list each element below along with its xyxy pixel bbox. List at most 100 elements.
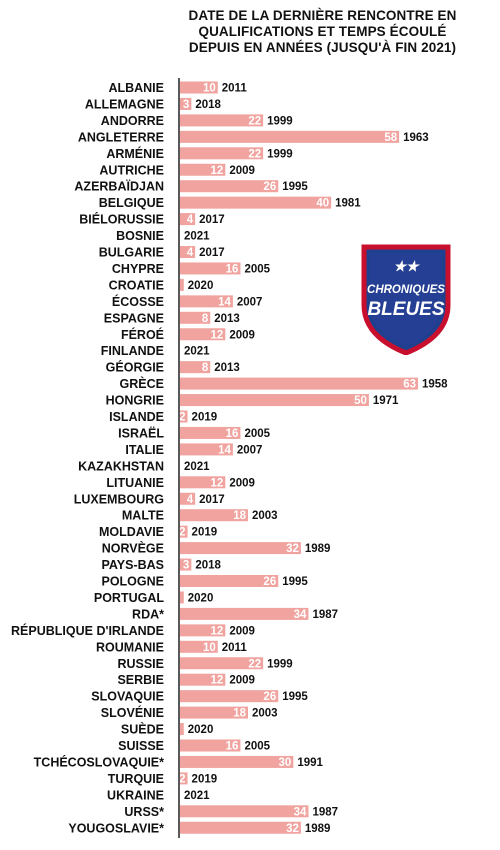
value-label-pays-bas: 3 (183, 560, 189, 572)
value-label-belgique: 40 (316, 198, 329, 210)
bar-georgie (180, 361, 211, 374)
title-line-3: DEPUIS EN ANNÉES (JUSQU'À FIN 2021) (188, 40, 457, 55)
year-label-islande: 2019 (192, 412, 218, 424)
category-label-andorre: ANDORRE (101, 114, 164, 128)
category-label-kazakhstan: KAZAKHSTAN (78, 459, 164, 473)
bar-pologne (180, 575, 279, 587)
year-label-belgique: 1981 (335, 198, 361, 210)
bar-armenie (180, 147, 264, 160)
value-label-autriche: 12 (211, 165, 224, 177)
category-label-azerbaidjan: AZERBAÏDJAN (74, 179, 164, 194)
bar-bielorussie (180, 213, 196, 226)
category-label-rda: RDA* (132, 607, 164, 621)
category-label-islande: ISLANDE (109, 410, 164, 424)
bar-italie (180, 443, 233, 456)
value-label-roumanie: 10 (203, 642, 216, 654)
category-label-pologne: POLOGNE (101, 575, 164, 589)
bar-chypre (180, 262, 241, 275)
value-label-bulgarie: 4 (187, 247, 194, 259)
year-label-tchecoslovaquie: 1991 (297, 757, 323, 769)
year-label-chypre: 2005 (244, 263, 270, 275)
year-label-roumanie: 2011 (222, 642, 248, 654)
bar-russie (180, 657, 264, 670)
category-label-georgie: GÉORGIE (106, 360, 164, 375)
chart-title: DATE DE LA DERNIÈRE RENCONTRE EN QUALIFI… (150, 8, 495, 56)
bar-tchecoslovaquie (180, 755, 294, 768)
category-label-malte: MALTE (122, 509, 164, 523)
value-label-armenie: 22 (248, 148, 261, 160)
year-label-norvege: 1989 (305, 543, 331, 555)
bar-autriche (180, 163, 226, 176)
logo-text-line-1: CHRONIQUES (367, 284, 445, 296)
year-label-malte: 2003 (252, 510, 278, 522)
bar-serbie (180, 673, 226, 686)
bar-espagne (180, 311, 211, 324)
category-label-ukraine: UKRAINE (107, 788, 164, 802)
year-label-portugal: 2020 (188, 592, 214, 604)
year-label-espagne: 2013 (214, 313, 240, 325)
year-label-suede: 2020 (188, 724, 214, 736)
value-label-feroe: 12 (211, 329, 224, 341)
year-label-hongrie: 1971 (373, 395, 399, 407)
category-label-republique-d-irlande: RÉPUBLIQUE D'IRLANDE (11, 623, 164, 638)
category-label-tchecoslovaquie: TCHÉCOSLOVAQUIE* (34, 754, 164, 769)
chroniques-bleues-logo: ★★ CHRONIQUES BLEUES (361, 244, 451, 355)
bar-belgique (180, 196, 332, 209)
year-label-lituanie: 2009 (229, 477, 255, 489)
category-label-armenie: ARMÉNIE (106, 146, 164, 161)
category-label-moldavie: MOLDAVIE (99, 525, 164, 539)
category-label-chypre: CHYPRE (112, 262, 164, 276)
year-label-autriche: 2009 (229, 165, 255, 177)
year-label-suisse: 2005 (244, 741, 270, 753)
category-label-suede: SUÈDE (121, 722, 164, 737)
category-label-allemagne: ALLEMAGNE (85, 97, 164, 111)
year-label-allemagne: 2018 (195, 99, 221, 111)
value-label-moldavie: 2 (179, 527, 185, 539)
value-label-urss: 34 (294, 806, 307, 818)
year-label-moldavie: 2019 (192, 527, 218, 539)
value-label-rda: 34 (294, 609, 307, 621)
value-label-chypre: 16 (226, 263, 239, 275)
value-label-slovaquie: 26 (263, 691, 276, 703)
value-label-malte: 18 (233, 510, 246, 522)
value-label-slovenie: 18 (233, 708, 246, 720)
value-label-albanie: 10 (203, 83, 216, 95)
value-label-israel: 16 (226, 428, 239, 440)
year-label-bielorussie: 2017 (199, 214, 225, 226)
value-label-grece: 63 (403, 379, 416, 391)
year-label-russie: 1999 (267, 658, 293, 670)
bar-yougoslavie (180, 821, 301, 834)
category-label-norvege: NORVÈGE (102, 541, 164, 556)
category-label-luxembourg: LUXEMBOURG (74, 492, 164, 506)
year-label-yougoslavie: 1989 (305, 823, 331, 835)
category-label-grece: GRÈCE (120, 376, 164, 391)
category-label-slovenie: SLOVÉNIE (101, 705, 164, 720)
year-label-turquie: 2019 (192, 773, 218, 785)
bar-urss (180, 805, 309, 818)
bar-grece (180, 377, 418, 390)
title-line-1: DATE DE LA DERNIÈRE RENCONTRE EN (188, 8, 457, 23)
category-label-bielorussie: BIÉLORUSSIE (79, 212, 164, 227)
bar-suede (180, 723, 184, 736)
value-label-turquie: 2 (179, 773, 185, 785)
value-label-andorre: 22 (248, 115, 261, 127)
year-label-slovaquie: 1995 (282, 691, 308, 703)
year-label-slovenie: 2003 (252, 708, 278, 720)
year-label-armenie: 1999 (267, 148, 293, 160)
year-label-republique-d-irlande: 2009 (229, 625, 255, 637)
bar-portugal (180, 591, 184, 604)
year-label-italie: 2007 (237, 444, 263, 456)
category-label-turquie: TURQUIE (108, 772, 164, 786)
category-label-russie: RUSSIE (117, 657, 164, 671)
year-label-serbie: 2009 (229, 675, 255, 687)
bar-croatie (180, 278, 184, 291)
logo-text-line-2: BLEUES (367, 299, 444, 320)
value-label-norvege: 32 (286, 543, 299, 555)
year-label-andorre: 1999 (267, 115, 293, 127)
year-label-bulgarie: 2017 (199, 247, 225, 259)
year-label-feroe: 2009 (229, 329, 255, 341)
value-label-tchecoslovaquie: 30 (279, 757, 292, 769)
value-label-suisse: 16 (226, 741, 239, 753)
category-label-israel: ISRAËL (118, 425, 164, 440)
